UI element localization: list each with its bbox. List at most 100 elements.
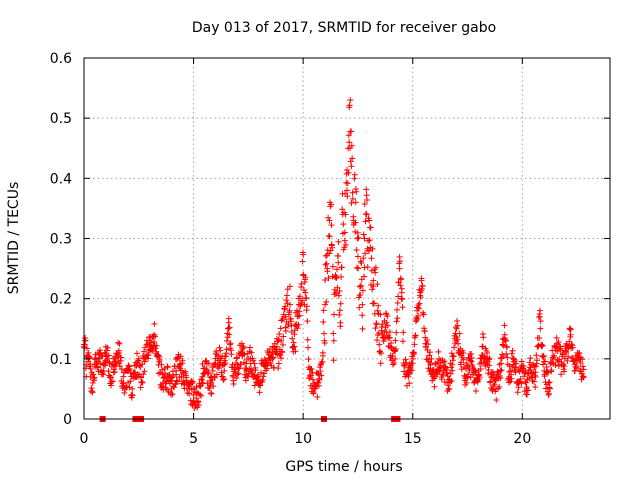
data-point xyxy=(153,348,160,355)
data-point xyxy=(334,284,341,291)
data-point xyxy=(208,390,215,397)
data-point xyxy=(116,340,123,347)
data-point xyxy=(377,360,384,367)
data-point xyxy=(532,363,539,370)
data-point xyxy=(348,128,355,135)
data-point xyxy=(279,349,286,356)
data-point xyxy=(164,373,171,380)
data-point xyxy=(133,361,140,368)
data-point xyxy=(247,355,254,362)
data-point xyxy=(305,356,312,363)
y-tick-label: 0.3 xyxy=(50,232,72,248)
data-point xyxy=(393,318,400,325)
data-point xyxy=(224,334,231,341)
data-point xyxy=(88,385,95,392)
data-point xyxy=(118,366,125,373)
data-point xyxy=(349,189,356,196)
data-point xyxy=(368,255,375,262)
data-point xyxy=(305,344,312,351)
data-point xyxy=(169,391,176,398)
data-point xyxy=(376,341,383,348)
data-point xyxy=(152,333,159,340)
x-tick-label: 15 xyxy=(404,431,422,447)
data-point xyxy=(87,373,94,380)
data-point xyxy=(418,277,425,284)
data-point xyxy=(565,353,572,360)
data-point xyxy=(379,331,386,338)
data-point xyxy=(159,379,166,386)
data-point xyxy=(515,367,522,374)
data-point xyxy=(409,355,416,362)
data-point xyxy=(359,325,366,332)
data-point xyxy=(414,307,421,314)
data-point xyxy=(579,363,586,370)
data-point xyxy=(417,294,424,301)
data-point xyxy=(444,379,451,386)
data-point xyxy=(295,295,302,302)
data-point xyxy=(489,369,496,376)
data-point xyxy=(306,373,313,380)
data-point xyxy=(335,292,342,299)
data-point xyxy=(145,351,152,358)
data-point xyxy=(557,346,564,353)
data-point xyxy=(287,301,294,308)
data-point xyxy=(282,328,289,335)
data-point xyxy=(513,360,520,367)
data-point xyxy=(480,334,487,341)
data-point xyxy=(421,328,428,335)
data-point xyxy=(135,355,142,362)
data-point xyxy=(241,351,248,358)
data-point xyxy=(349,155,356,162)
data-point xyxy=(276,330,283,337)
data-point xyxy=(568,341,575,348)
data-point xyxy=(326,250,333,257)
data-point xyxy=(126,384,133,391)
data-point xyxy=(170,372,177,379)
data-point xyxy=(328,241,335,248)
data-point xyxy=(206,385,213,392)
data-point xyxy=(295,313,302,320)
data-point xyxy=(352,199,359,206)
data-point xyxy=(329,263,336,270)
data-point xyxy=(361,201,368,208)
data-point xyxy=(194,397,201,404)
data-point xyxy=(528,361,535,368)
data-point xyxy=(479,343,486,350)
data-point xyxy=(546,385,553,392)
data-point xyxy=(537,318,544,325)
data-point xyxy=(366,217,373,224)
data-point xyxy=(362,210,369,217)
x-tick-label: 10 xyxy=(294,431,312,447)
data-point xyxy=(82,337,89,344)
data-point xyxy=(346,139,353,146)
data-point xyxy=(394,300,401,307)
data-point xyxy=(251,382,258,389)
data-point xyxy=(561,363,568,370)
data-point xyxy=(364,264,371,271)
data-point xyxy=(387,343,394,350)
data-point xyxy=(308,366,315,373)
data-point xyxy=(324,265,331,272)
data-point xyxy=(223,346,230,353)
data-point xyxy=(462,373,469,380)
data-point xyxy=(303,294,310,301)
data-point xyxy=(138,378,145,385)
data-point xyxy=(464,362,471,369)
data-point xyxy=(111,366,118,373)
data-point xyxy=(319,359,326,366)
data-point xyxy=(238,349,245,356)
data-point xyxy=(174,354,181,361)
data-point xyxy=(485,366,492,373)
data-point xyxy=(393,329,400,336)
data-point xyxy=(303,303,310,310)
data-point xyxy=(177,361,184,368)
x-axis-label: GPS time / hours xyxy=(285,459,402,475)
data-point xyxy=(543,363,550,370)
data-point xyxy=(173,377,180,384)
data-point xyxy=(405,373,412,380)
data-point xyxy=(377,311,384,318)
data-point xyxy=(546,384,553,391)
data-point xyxy=(566,325,573,332)
data-point xyxy=(365,247,372,254)
data-point xyxy=(300,251,307,258)
